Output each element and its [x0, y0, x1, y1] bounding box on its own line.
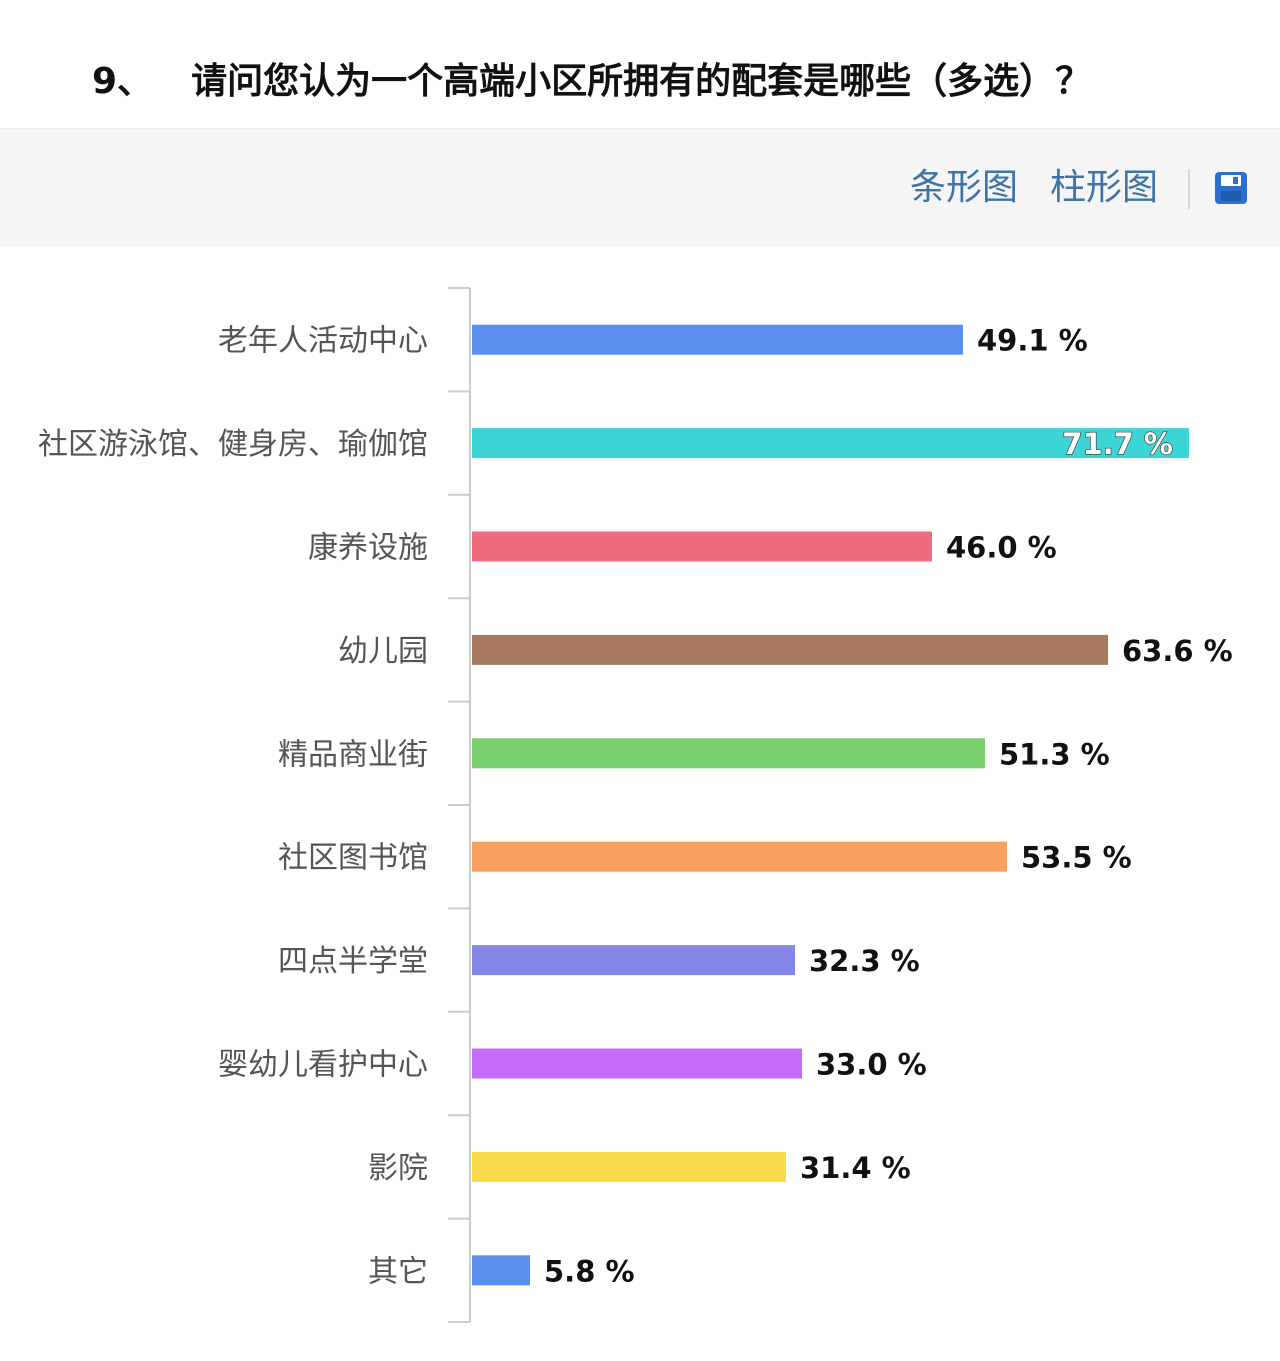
category-label: 影院 [368, 1151, 428, 1186]
value-label: 33.0 % [816, 1048, 927, 1082]
category-label: 康养设施 [308, 531, 428, 566]
value-label: 63.6 % [1122, 634, 1233, 668]
category-label: 社区游泳馆、健身房、瑜伽馆 [38, 427, 428, 462]
column-chart-toggle[interactable]: 柱形图 [1050, 167, 1159, 208]
value-label: 53.5 % [1021, 841, 1132, 875]
category-label: 四点半学堂 [278, 944, 428, 979]
value-label: 71.7 % [1062, 427, 1173, 461]
bar[interactable] [472, 324, 963, 355]
category-label: 其它 [368, 1254, 428, 1289]
bar[interactable] [472, 1048, 802, 1079]
category-label: 幼儿园 [338, 634, 428, 669]
bar-chart: 老年人活动中心 49.1 % 社区游泳馆、健身房、瑜伽馆 71.7 % 康养设施 46.0… [0, 244, 1280, 1357]
bar[interactable] [472, 531, 932, 562]
question-number: 9、 [92, 61, 154, 102]
chart-toolbar: 条形图 柱形图 [0, 128, 1280, 246]
bar[interactable] [472, 1255, 530, 1286]
bar[interactable] [472, 841, 1007, 872]
question-title: 9、 请问您认为一个高端小区所拥有的配套是哪些（多选）？ [92, 52, 1242, 112]
toolbar-divider [1188, 169, 1190, 209]
bar-chart-svg: 老年人活动中心 49.1 % 社区游泳馆、健身房、瑜伽馆 71.7 % 康养设施 46.0… [38, 287, 1233, 1323]
save-icon[interactable] [1214, 171, 1248, 205]
value-label: 5.8 % [544, 1254, 635, 1288]
category-label: 精品商业街 [278, 737, 428, 772]
category-label: 社区图书馆 [278, 841, 428, 876]
category-label: 婴幼儿看护中心 [218, 1048, 428, 1083]
value-label: 51.3 % [999, 737, 1110, 771]
question-text: 请问您认为一个高端小区所拥有的配套是哪些（多选）？ [191, 61, 1092, 102]
category-label: 老年人活动中心 [218, 324, 428, 359]
bar[interactable] [472, 634, 1108, 665]
value-label: 49.1 % [977, 324, 1088, 358]
bar[interactable] [472, 428, 1189, 459]
bar[interactable] [472, 1151, 786, 1182]
value-label: 46.0 % [946, 531, 1057, 565]
bar[interactable] [472, 738, 985, 769]
bar[interactable] [472, 945, 795, 976]
value-label: 31.4 % [800, 1151, 911, 1185]
bar-chart-toggle[interactable]: 条形图 [910, 167, 1019, 208]
value-label: 32.3 % [809, 944, 920, 978]
